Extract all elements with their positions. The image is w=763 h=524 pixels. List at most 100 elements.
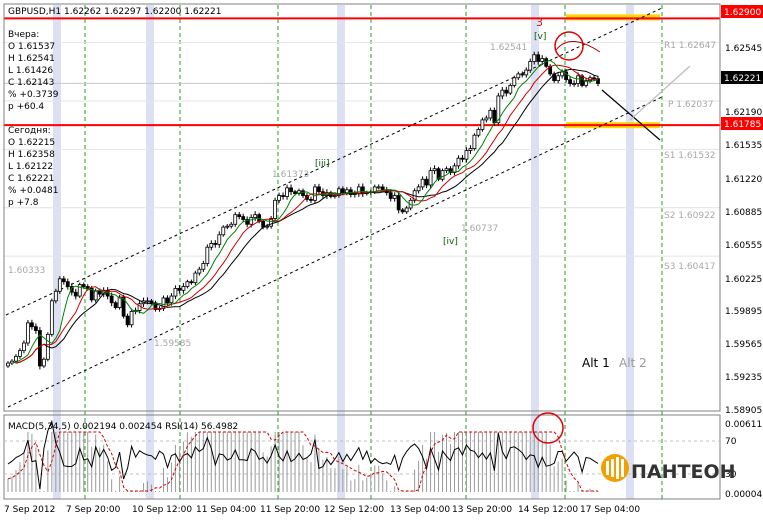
candle-body-27	[113, 302, 118, 308]
session-shade-3	[337, 5, 345, 499]
candle-body-96	[388, 192, 393, 199]
candle-body-30	[125, 315, 130, 326]
macd-signal-line	[7, 431, 598, 492]
x-tick-9: 14 Sep 12:00	[518, 505, 578, 515]
candle-body-21	[89, 288, 94, 301]
wave-label-v: [v]	[534, 32, 546, 42]
candle-body-144	[580, 75, 584, 86]
candle-body-103	[416, 186, 421, 192]
candle-body-2	[14, 355, 18, 362]
candle-body-117	[472, 134, 477, 150]
session-shade-2	[146, 5, 154, 499]
swing-label-high: 1.62541	[490, 43, 527, 53]
main-panel-frame	[3, 3, 721, 412]
pivot-s1-label: S1 1.61532	[664, 151, 716, 161]
candle-body-106	[428, 170, 433, 186]
candle-body-17	[73, 291, 78, 297]
candle-body-29	[121, 296, 126, 317]
candle-body-66	[269, 218, 274, 227]
pivot-r1-label: R1 1.62647	[664, 41, 716, 51]
x-tick-4: 11 Sep 04:00	[196, 505, 256, 515]
candle-body-143	[576, 75, 580, 84]
candle-body-57	[233, 214, 238, 225]
candle-body-130	[524, 69, 529, 76]
forecast-alt1	[601, 89, 661, 141]
macd-rsi-panel	[4, 412, 720, 492]
alt1-label: Alt 1	[582, 356, 610, 370]
candle-body-1	[10, 360, 14, 364]
channel-upper	[5, 7, 663, 316]
annotations	[554, 31, 691, 141]
candle-body-76	[309, 198, 313, 201]
pivot-s2-label: S2 1.60922	[664, 211, 716, 221]
today-points: p +7.8	[8, 198, 39, 208]
wave-label-3: 3	[536, 16, 543, 29]
ind-tick-30: 30	[725, 470, 737, 480]
yesterday-low: L 1.61426	[8, 66, 53, 76]
candle-body-69	[281, 195, 285, 197]
swing-label-low: 1.59585	[154, 339, 191, 349]
candle-body-45	[185, 281, 190, 287]
candle-body-7	[33, 326, 38, 331]
candle-body-70	[285, 187, 289, 197]
candle-body-93	[376, 186, 381, 189]
candle-body-62	[253, 214, 258, 218]
candle-body-109	[440, 170, 445, 180]
candle-body-97	[392, 195, 397, 199]
wave-label-iv: [iv]	[443, 237, 458, 247]
rsi-line	[7, 419, 599, 490]
candle-body-49	[201, 263, 206, 270]
logo-emblem	[601, 454, 629, 482]
candle-body-78	[317, 186, 321, 193]
candle-body-111	[448, 168, 453, 173]
candle-body-71	[289, 187, 293, 193]
candle-body-147	[592, 77, 596, 80]
current-price-label: 1.62221	[724, 74, 761, 84]
candle-body-20	[85, 286, 90, 289]
candle-body-51	[209, 243, 214, 248]
y-tick-11: 1.58905	[725, 406, 762, 416]
candle-body-48	[197, 268, 202, 274]
x-tick-3: 10 Sep 12:00	[132, 505, 192, 515]
candle-body-134	[540, 58, 545, 62]
ma-slow	[15, 68, 599, 364]
candle-body-98	[396, 195, 401, 211]
candle-body-113	[456, 157, 461, 167]
y-tick-5: 1.60885	[725, 208, 762, 218]
candle-body-94	[380, 186, 385, 191]
candle-body-65	[265, 225, 270, 228]
candle-body-31	[129, 310, 134, 326]
candle-body-129	[520, 73, 525, 76]
y-tick-1: 1.62545	[725, 44, 762, 54]
yesterday-open: O 1.61537	[8, 42, 55, 52]
x-tick-8: 13 Sep 20:00	[452, 505, 512, 515]
y-tick-9: 1.59565	[725, 340, 762, 350]
session-shade-4	[531, 5, 539, 499]
candle-body-16	[69, 286, 74, 293]
current-price-box	[721, 71, 763, 84]
candle-body-125	[504, 89, 509, 94]
candle-body-0	[6, 362, 10, 367]
swing-label-left: 1.60333	[8, 266, 45, 276]
y-tick-10: 1.59235	[725, 373, 762, 383]
candle-body-47	[193, 272, 198, 284]
candle-body-53	[217, 234, 222, 245]
candle-body-85	[344, 189, 349, 194]
candle-body-115	[464, 150, 469, 160]
candle-body-139	[560, 71, 565, 77]
candle-body-22	[93, 290, 98, 301]
alt2-label: Alt 2	[619, 356, 647, 370]
candle-body-12	[53, 290, 58, 302]
candle-body-13	[57, 278, 62, 292]
candle-body-107	[432, 168, 437, 172]
candle-body-28	[117, 296, 122, 308]
pivot-lines	[4, 14, 720, 257]
candle-body-82	[332, 195, 337, 197]
x-tick-6: 12 Sep 12:00	[324, 505, 384, 515]
candle-body-122	[492, 109, 497, 124]
x-axis: 7 Sep 2012 7 Sep 20:00 10 Sep 12:00 11 Sep …	[4, 505, 640, 515]
candle-body-56	[229, 223, 234, 227]
candle-body-104	[420, 178, 425, 188]
candle-body-55	[225, 225, 230, 228]
